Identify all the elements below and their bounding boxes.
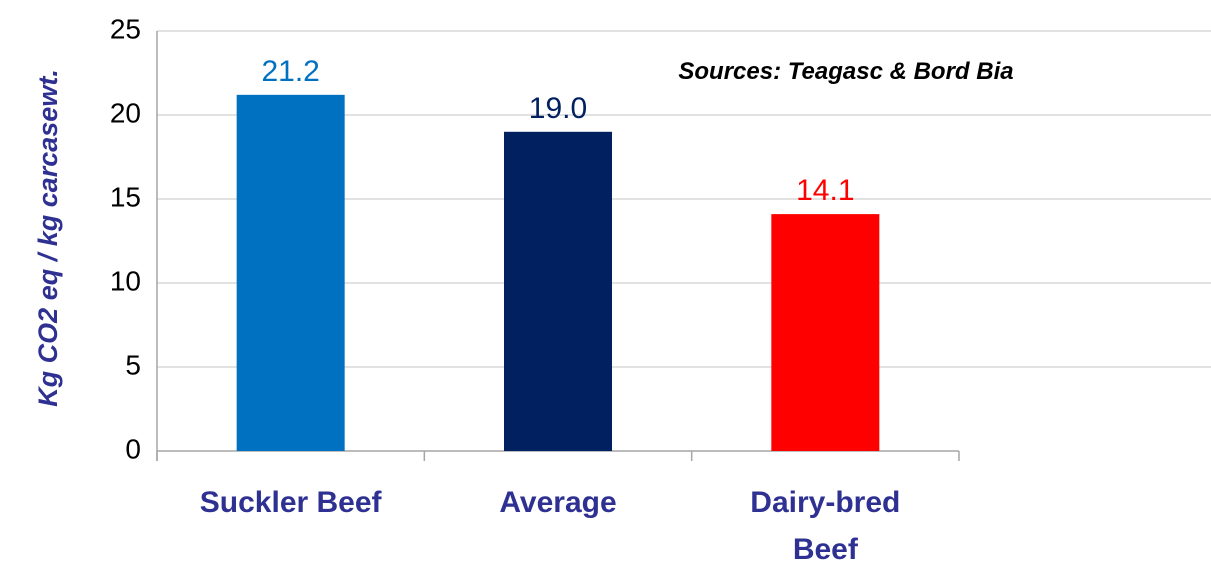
y-tick-label: 20 — [110, 97, 141, 128]
y-axis-title: Kg CO2 eq / kg carcasewt. — [33, 69, 63, 407]
y-tick-label: 0 — [125, 433, 141, 464]
category-label: Suckler Beef — [200, 486, 383, 519]
bar — [236, 94, 345, 451]
bar-data-label: 21.2 — [261, 55, 319, 88]
y-tick-label: 15 — [110, 181, 141, 212]
category-label: Beef — [793, 533, 859, 566]
category-label: Average — [499, 486, 616, 519]
bar-data-label: 14.1 — [796, 174, 854, 207]
y-tick-label: 10 — [110, 265, 141, 296]
bar — [504, 131, 612, 452]
source-annotation: Sources: Teagasc & Bord Bia — [678, 58, 1013, 85]
y-tick-label: 25 — [110, 13, 141, 44]
labels: 0 5 10 15 20 25 21.2 Suckler Beef 19.0 Average 14.… — [110, 13, 901, 566]
y-tick-label: 5 — [125, 349, 141, 380]
bar-data-label: 19.0 — [529, 92, 587, 125]
bar — [771, 214, 880, 451]
bars — [236, 94, 880, 452]
category-label: Dairy-bred — [750, 486, 900, 519]
